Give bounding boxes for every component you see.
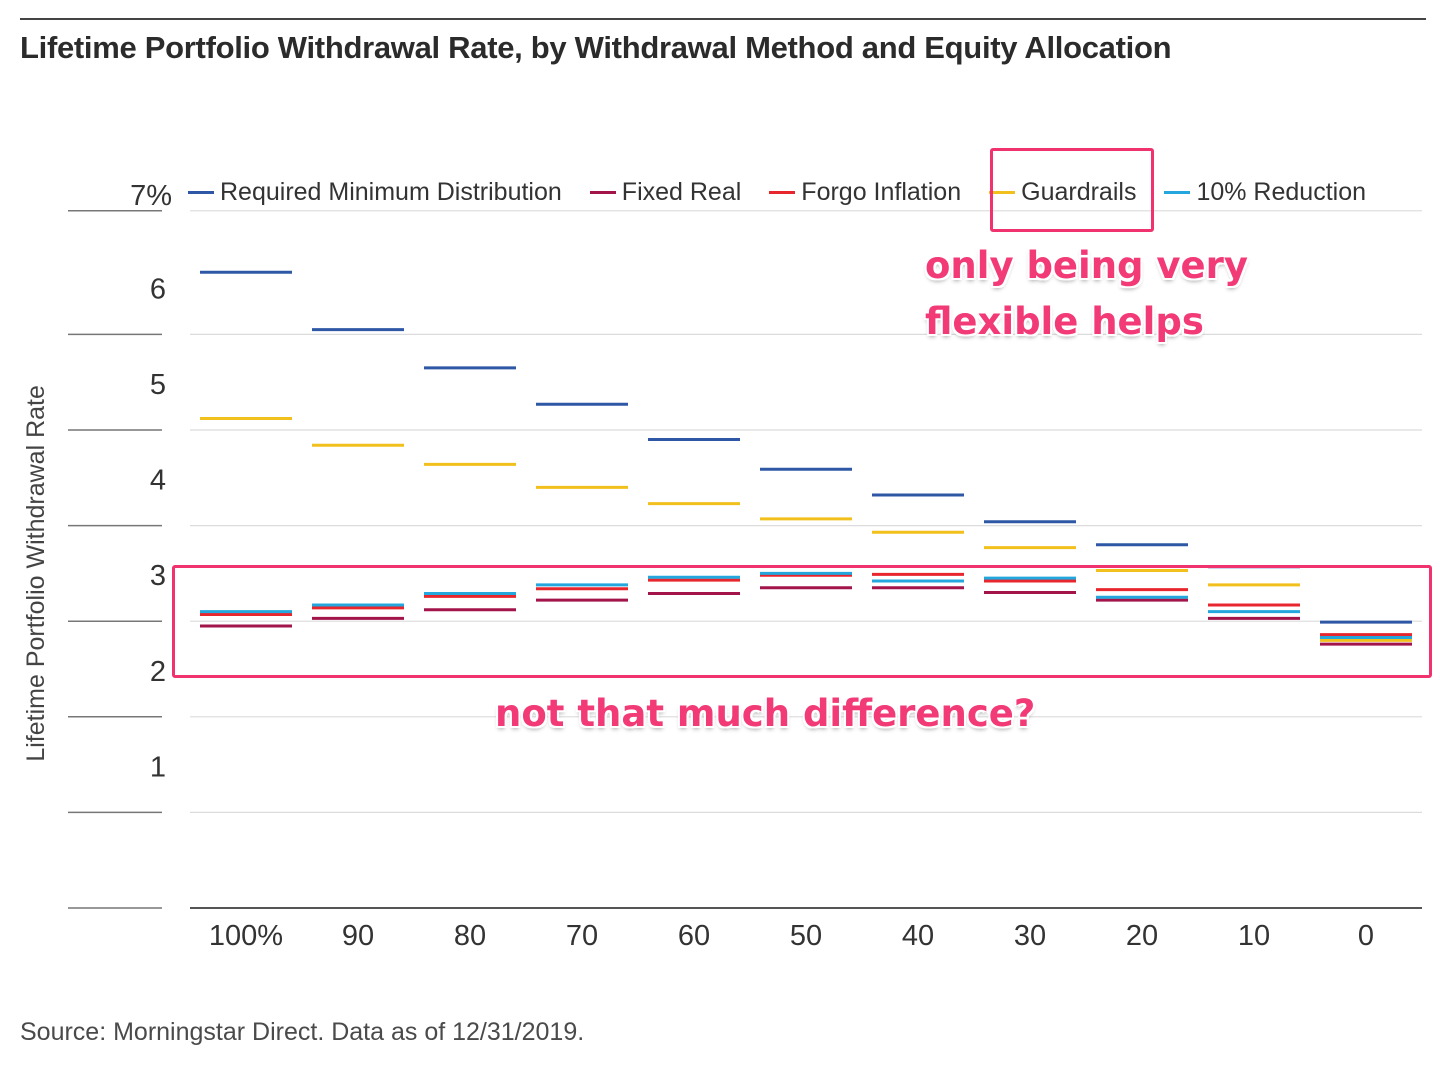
x-tick-label: 0 [1358, 920, 1374, 952]
y-axis-label: Lifetime Portfolio Withdrawal Rate [22, 385, 50, 762]
legend-label: 10% Reduction [1196, 177, 1367, 206]
legend-label: Fixed Real [621, 177, 742, 206]
legend-item: 10% Reduction [1164, 178, 1366, 207]
y-tick-label: 2 [150, 656, 166, 688]
x-tick-label: 30 [1014, 920, 1046, 952]
x-tick-label: 100% [209, 920, 283, 952]
legend-label: Required Minimum Distribution [220, 177, 562, 206]
chart-title: Lifetime Portfolio Withdrawal Rate, by W… [20, 30, 1172, 65]
legend-item: Required Minimum Distribution [188, 178, 562, 207]
difference-note: not that much difference? [495, 692, 1036, 735]
legend-item: Guardrails [989, 178, 1136, 207]
x-tick-label: 50 [790, 920, 822, 952]
legend-label: Guardrails [1021, 177, 1137, 206]
y-tick-label: 7% [130, 180, 172, 212]
top-rule [20, 18, 1426, 20]
legend-label: Forgo Inflation [801, 177, 962, 206]
x-tick-label: 60 [678, 920, 710, 952]
source-note: Source: Morningstar Direct. Data as of 1… [20, 1018, 585, 1046]
y-tick-label: 3 [150, 560, 166, 592]
legend-swatch [769, 190, 796, 194]
y-tick-label: 5 [150, 369, 166, 401]
y-tick-label: 4 [150, 465, 166, 497]
legend-swatch [589, 190, 616, 194]
cluster-highlight-box [172, 565, 1432, 678]
legend-swatch [188, 190, 214, 194]
x-tick-label: 20 [1126, 920, 1158, 952]
x-tick-label: 10 [1238, 920, 1270, 952]
x-tick-label: 40 [902, 920, 934, 952]
legend-swatch [989, 190, 1016, 194]
y-tick-label: 1 [150, 751, 166, 783]
x-tick-label: 70 [566, 920, 598, 952]
flexible-note-line2: flexible helps [925, 300, 1204, 343]
flexible-note-line1: only being very [925, 244, 1248, 287]
legend-item: Forgo Inflation [769, 178, 961, 207]
legend-swatch [1164, 190, 1191, 194]
guardrails-highlight-box [990, 148, 1154, 232]
chart-legend: Required Minimum Distribution Fixed Real F… [188, 172, 1394, 212]
x-tick-label: 90 [342, 920, 374, 952]
x-tick-label: 80 [454, 920, 486, 952]
y-tick-label: 6 [150, 273, 166, 305]
legend-item: Fixed Real [589, 177, 742, 207]
